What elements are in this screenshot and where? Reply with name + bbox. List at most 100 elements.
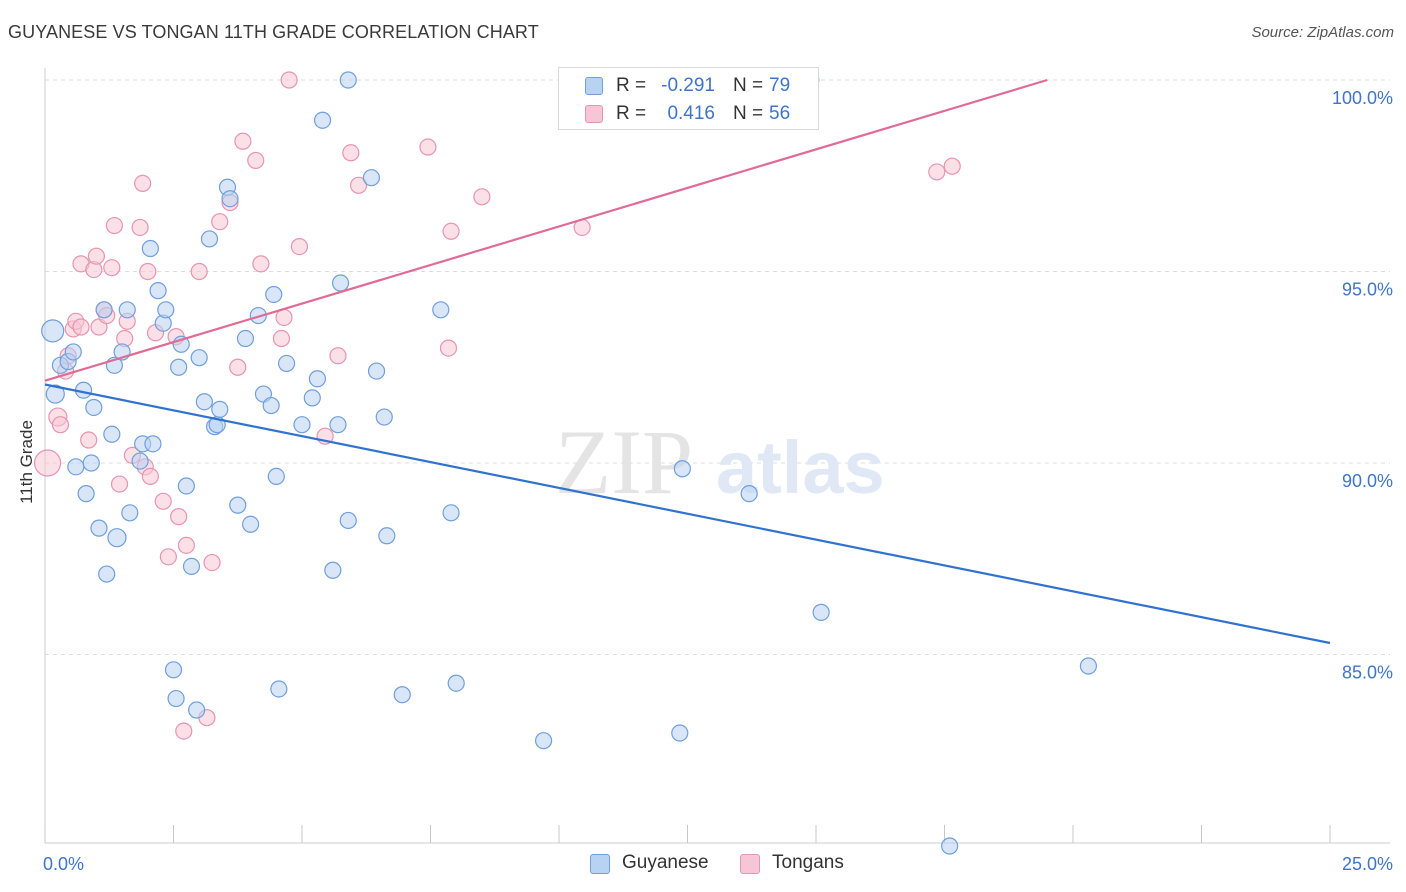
guyanese-point — [177, 477, 195, 495]
guyanese-point — [170, 358, 188, 376]
guyanese-point — [190, 349, 208, 367]
tongans-point — [290, 238, 309, 256]
guyanese-point — [103, 425, 121, 443]
tongans-point — [72, 318, 90, 336]
guyanese-point — [167, 689, 185, 708]
guyanese-point — [331, 274, 350, 292]
guyanese-point — [82, 454, 100, 472]
tongans-point — [442, 222, 460, 240]
guyanese-point — [67, 458, 85, 476]
guyanese-point — [90, 519, 108, 537]
tongans-point — [190, 262, 208, 281]
guyanese-swatch — [585, 77, 603, 95]
guyanese-point — [41, 319, 65, 343]
legend-r-value: -0.291 — [661, 75, 715, 96]
guyanese-point — [107, 528, 127, 548]
guyanese-point — [121, 504, 139, 522]
guyanese-point — [941, 837, 959, 855]
guyanese-point — [293, 416, 311, 434]
tongans-point — [170, 508, 188, 526]
guyanese-point — [367, 362, 386, 380]
y-tick-label: 95.0% — [1342, 280, 1393, 300]
guyanese-point — [270, 680, 288, 698]
legend-r-value: 0.416 — [667, 103, 715, 124]
tongans-point — [175, 722, 193, 740]
trend-lines — [44, 78, 1331, 645]
guyanese-point — [308, 370, 327, 388]
guyanese-point — [303, 389, 321, 407]
stats-legend: R = -0.291 N = 79 R = 0.416 N = 56 — [558, 67, 819, 130]
guyanese-point — [277, 354, 296, 373]
guyanese-point — [188, 701, 206, 719]
guyanese-point — [324, 561, 342, 579]
guyanese-trend-line — [44, 383, 1331, 645]
guyanese-point — [221, 190, 239, 208]
watermark-zip: ZIP — [555, 411, 693, 513]
guyanese-point — [164, 661, 183, 679]
tongans-point — [177, 536, 195, 554]
guyanese-point — [267, 467, 285, 486]
guyanese-point — [812, 603, 830, 621]
tongans-legend-swatch — [740, 854, 760, 874]
tongans-point — [87, 247, 106, 265]
guyanese-point — [85, 398, 103, 417]
tongans-point — [247, 151, 265, 170]
tongans-point — [159, 548, 177, 566]
guyanese-point — [362, 169, 380, 187]
tongans-point — [329, 347, 347, 365]
tongans-point — [349, 176, 368, 194]
guyanese-point — [141, 239, 159, 258]
guyanese-point — [118, 301, 136, 319]
tongans-legend-label: Tongans — [772, 852, 844, 873]
y-tick-label: 100.0% — [1332, 88, 1393, 108]
tongans-point — [134, 174, 152, 193]
guyanese-point — [432, 301, 450, 319]
guyanese-point — [95, 301, 113, 319]
guyanese-point — [182, 557, 201, 576]
guyanese-point — [329, 416, 347, 434]
legend-n-value: 79 — [769, 75, 791, 96]
tongans-point — [141, 467, 159, 486]
guyanese-point — [1079, 657, 1098, 675]
guyanese-point — [77, 485, 95, 503]
guyanese-point — [45, 384, 65, 404]
tongans-point — [80, 431, 98, 449]
tongans-point — [33, 449, 62, 477]
guyanese-point — [131, 452, 149, 470]
guyanese-point — [157, 301, 175, 319]
grid-lines — [45, 79, 1390, 655]
tongans-point — [928, 163, 946, 181]
legend-n-value: 56 — [769, 103, 791, 124]
tongans-point — [342, 144, 360, 162]
guyanese-point — [195, 393, 213, 411]
x-tick-label-max: 25.0% — [1342, 854, 1393, 874]
guyanese-point — [534, 732, 553, 750]
tongans-point — [229, 358, 247, 376]
tongans-points — [33, 71, 961, 740]
tongans-point — [103, 259, 121, 277]
tongans-point — [203, 553, 221, 572]
tongans-point — [280, 71, 298, 89]
tongans-point — [139, 262, 157, 281]
guyanese-point — [144, 435, 162, 453]
guyanese-point — [229, 496, 247, 514]
guyanese-point — [393, 686, 411, 704]
tongans-point — [234, 132, 252, 150]
guyanese-point — [149, 282, 167, 300]
guyanese-point — [236, 329, 255, 348]
source-label: Source: ZipAtlas.com — [1251, 24, 1394, 41]
tongans-point — [154, 492, 172, 510]
guyanese-point — [673, 460, 691, 478]
y-tick-labels: 85.0% 90.0% 95.0% 100.0% — [1332, 88, 1393, 683]
tongans-point — [131, 218, 149, 237]
guyanese-point — [242, 515, 260, 533]
guyanese-point — [98, 565, 116, 583]
tongans-swatch — [585, 105, 603, 123]
guyanese-point — [740, 485, 758, 503]
legend-r-label: R = — [616, 103, 647, 124]
tongans-point — [943, 157, 961, 175]
tongans-point — [110, 475, 129, 493]
x-tick-label-min: 0.0% — [43, 854, 84, 874]
guyanese-point — [339, 71, 357, 89]
